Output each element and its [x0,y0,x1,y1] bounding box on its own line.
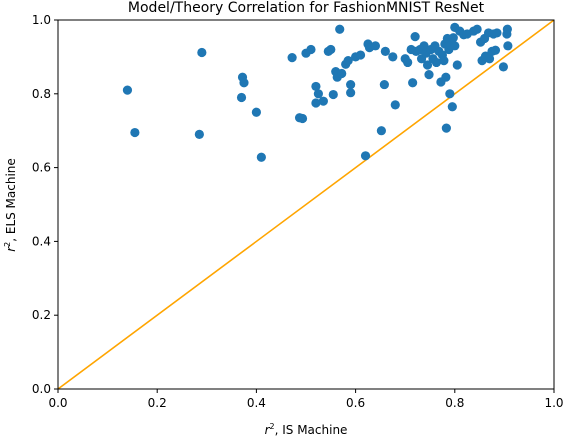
data-point [498,62,509,72]
data-point [360,151,371,161]
data-point [445,89,455,99]
data-point [311,81,321,92]
data-point [492,28,502,38]
data-point [311,98,321,108]
reference-line [57,19,555,390]
data-point [236,92,247,103]
data-point [337,68,347,79]
data-point [448,33,458,43]
y-tick-label: 0.8 [32,87,51,101]
data-point [452,60,462,70]
y-axis-label-base: r [4,246,18,252]
chart-title: Model/Theory Correlation for FashionMNIS… [128,0,485,16]
data-point [326,44,336,55]
data-point [503,41,513,51]
data-point [472,24,482,34]
x-tick-label: 0.2 [148,396,167,410]
data-point [422,60,433,70]
y-tick-label: 1.0 [32,13,51,27]
x-axis-label-rest: , IS Machine [275,423,348,437]
y-tick-label: 0.0 [32,382,51,396]
data-point [431,57,442,68]
plot-frame [57,19,555,390]
data-point [490,45,501,55]
y-axis-label-rest: , ELS Machine [4,158,18,242]
data-point [346,79,356,90]
data-point [447,102,457,112]
reference-line-group [57,19,555,390]
data-point [484,54,495,64]
x-axis-ticks: 0.0 0.2 0.4 0.6 0.8 1.0 [48,389,564,410]
data-point [403,57,413,68]
data-point [318,96,328,106]
data-point [287,53,297,63]
data-point [194,129,204,139]
data-point [328,89,338,100]
x-axis-label-base: r [265,423,271,437]
data-point [408,78,418,88]
data-point [122,85,133,95]
data-point [306,44,316,55]
x-axis-label-sup: 2 [270,422,275,431]
data-point [370,41,381,51]
data-point [439,55,449,66]
data-point [343,55,353,66]
data-point [376,126,386,136]
data-point [380,46,390,56]
y-axis-label: r2, ELS Machine [3,158,18,252]
data-point [450,41,460,51]
data-point [239,78,249,88]
y-axis-ticks: 0.0 0.2 0.4 0.6 0.8 1.0 [32,13,58,396]
data-point [502,24,512,34]
x-tick-label: 0.8 [445,396,464,410]
data-point [297,113,308,124]
data-point [410,32,420,42]
x-tick-label: 0.0 [48,396,67,410]
y-axis-label-sup: 2 [3,242,12,247]
data-point [390,100,400,110]
x-tick-label: 1.0 [544,396,563,410]
data-point [424,70,434,80]
data-point [346,88,356,98]
data-point [130,127,140,138]
data-point [335,24,345,34]
data-point [256,152,266,162]
x-axis-label: r2, IS Machine [265,422,348,437]
data-point [388,52,398,62]
data-point [441,72,451,82]
data-point [355,50,366,60]
data-point [379,79,389,90]
y-tick-label: 0.4 [32,234,51,248]
y-tick-label: 0.6 [32,161,51,175]
y-tick-label: 0.2 [32,308,51,322]
x-tick-label: 0.6 [346,396,365,410]
data-points [122,22,513,162]
data-point [313,89,323,99]
x-tick-label: 0.4 [247,396,266,410]
data-point [251,107,261,117]
data-point [441,123,451,133]
data-point [419,41,429,51]
data-point [197,47,207,58]
